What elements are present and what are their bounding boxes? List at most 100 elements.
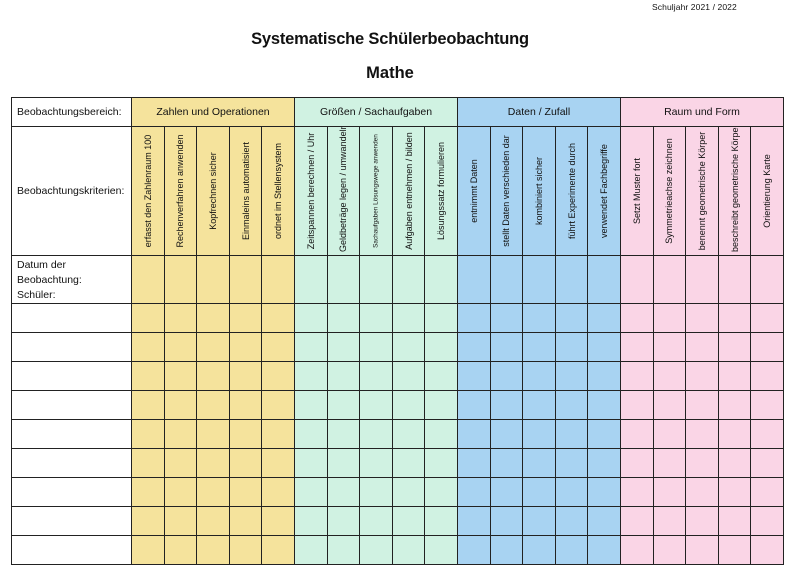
observation-cell[interactable]: [587, 361, 621, 391]
observation-cell[interactable]: [196, 535, 230, 565]
observation-cell[interactable]: [652, 255, 687, 304]
observation-cell[interactable]: [750, 535, 785, 565]
observation-cell[interactable]: [294, 477, 328, 507]
observation-cell[interactable]: [554, 448, 589, 478]
observation-cell[interactable]: [424, 477, 458, 507]
observation-cell[interactable]: [685, 448, 719, 478]
observation-cell[interactable]: [359, 361, 393, 391]
observation-cell[interactable]: [261, 255, 295, 304]
observation-cell[interactable]: [359, 390, 393, 420]
observation-cell[interactable]: [359, 477, 393, 507]
observation-cell[interactable]: [261, 535, 295, 565]
observation-cell[interactable]: [554, 332, 589, 362]
observation-cell[interactable]: [359, 332, 393, 362]
student-name-cell[interactable]: [11, 390, 132, 420]
observation-cell[interactable]: [619, 390, 654, 420]
observation-cell[interactable]: [261, 477, 295, 507]
observation-cell[interactable]: [522, 361, 556, 391]
observation-cell[interactable]: [326, 448, 361, 478]
observation-cell[interactable]: [131, 332, 165, 362]
observation-cell[interactable]: [196, 361, 230, 391]
observation-cell[interactable]: [619, 419, 654, 449]
observation-cell[interactable]: [391, 506, 426, 536]
observation-cell[interactable]: [750, 303, 785, 333]
observation-cell[interactable]: [261, 506, 295, 536]
observation-cell[interactable]: [685, 255, 719, 304]
student-name-cell[interactable]: [11, 535, 132, 565]
observation-cell[interactable]: [457, 535, 491, 565]
observation-cell[interactable]: [228, 361, 263, 391]
observation-cell[interactable]: [294, 448, 328, 478]
observation-cell[interactable]: [326, 390, 361, 420]
observation-cell[interactable]: [261, 332, 295, 362]
observation-cell[interactable]: [163, 361, 198, 391]
observation-cell[interactable]: [522, 477, 556, 507]
observation-cell[interactable]: [489, 506, 524, 536]
observation-cell[interactable]: [522, 390, 556, 420]
observation-cell[interactable]: [359, 506, 393, 536]
observation-cell[interactable]: [261, 448, 295, 478]
observation-cell[interactable]: [196, 506, 230, 536]
observation-cell[interactable]: [196, 303, 230, 333]
observation-cell[interactable]: [359, 303, 393, 333]
observation-cell[interactable]: [489, 419, 524, 449]
student-name-cell[interactable]: [11, 361, 132, 391]
observation-cell[interactable]: [294, 303, 328, 333]
observation-cell[interactable]: [717, 419, 752, 449]
observation-cell[interactable]: [196, 448, 230, 478]
observation-cell[interactable]: [750, 448, 785, 478]
observation-cell[interactable]: [717, 361, 752, 391]
observation-cell[interactable]: [163, 477, 198, 507]
observation-cell[interactable]: [652, 419, 687, 449]
observation-cell[interactable]: [163, 419, 198, 449]
observation-cell[interactable]: [196, 390, 230, 420]
observation-cell[interactable]: [587, 332, 621, 362]
observation-cell[interactable]: [228, 535, 263, 565]
observation-cell[interactable]: [587, 390, 621, 420]
observation-cell[interactable]: [457, 506, 491, 536]
observation-cell[interactable]: [228, 255, 263, 304]
student-name-cell[interactable]: [11, 477, 132, 507]
observation-cell[interactable]: [685, 419, 719, 449]
observation-cell[interactable]: [163, 303, 198, 333]
observation-cell[interactable]: [131, 390, 165, 420]
observation-cell[interactable]: [717, 477, 752, 507]
observation-cell[interactable]: [391, 332, 426, 362]
observation-cell[interactable]: [359, 448, 393, 478]
observation-cell[interactable]: [685, 303, 719, 333]
observation-cell[interactable]: [228, 477, 263, 507]
observation-cell[interactable]: [424, 255, 458, 304]
observation-cell[interactable]: [457, 419, 491, 449]
observation-cell[interactable]: [750, 506, 785, 536]
observation-cell[interactable]: [294, 506, 328, 536]
observation-cell[interactable]: [391, 361, 426, 391]
observation-cell[interactable]: [457, 390, 491, 420]
observation-cell[interactable]: [196, 477, 230, 507]
observation-cell[interactable]: [489, 535, 524, 565]
observation-cell[interactable]: [424, 332, 458, 362]
observation-cell[interactable]: [554, 506, 589, 536]
observation-cell[interactable]: [131, 448, 165, 478]
observation-cell[interactable]: [750, 361, 785, 391]
observation-cell[interactable]: [261, 419, 295, 449]
observation-cell[interactable]: [554, 361, 589, 391]
observation-cell[interactable]: [424, 419, 458, 449]
observation-cell[interactable]: [359, 535, 393, 565]
observation-cell[interactable]: [652, 303, 687, 333]
observation-cell[interactable]: [196, 255, 230, 304]
observation-cell[interactable]: [717, 535, 752, 565]
observation-cell[interactable]: [685, 332, 719, 362]
observation-cell[interactable]: [326, 419, 361, 449]
observation-cell[interactable]: [489, 448, 524, 478]
observation-cell[interactable]: [685, 477, 719, 507]
observation-cell[interactable]: [228, 332, 263, 362]
observation-cell[interactable]: [228, 506, 263, 536]
observation-cell[interactable]: [131, 255, 165, 304]
observation-cell[interactable]: [424, 390, 458, 420]
observation-cell[interactable]: [587, 419, 621, 449]
observation-cell[interactable]: [326, 255, 361, 304]
observation-cell[interactable]: [619, 361, 654, 391]
observation-cell[interactable]: [750, 255, 785, 304]
observation-cell[interactable]: [587, 303, 621, 333]
observation-cell[interactable]: [359, 255, 393, 304]
